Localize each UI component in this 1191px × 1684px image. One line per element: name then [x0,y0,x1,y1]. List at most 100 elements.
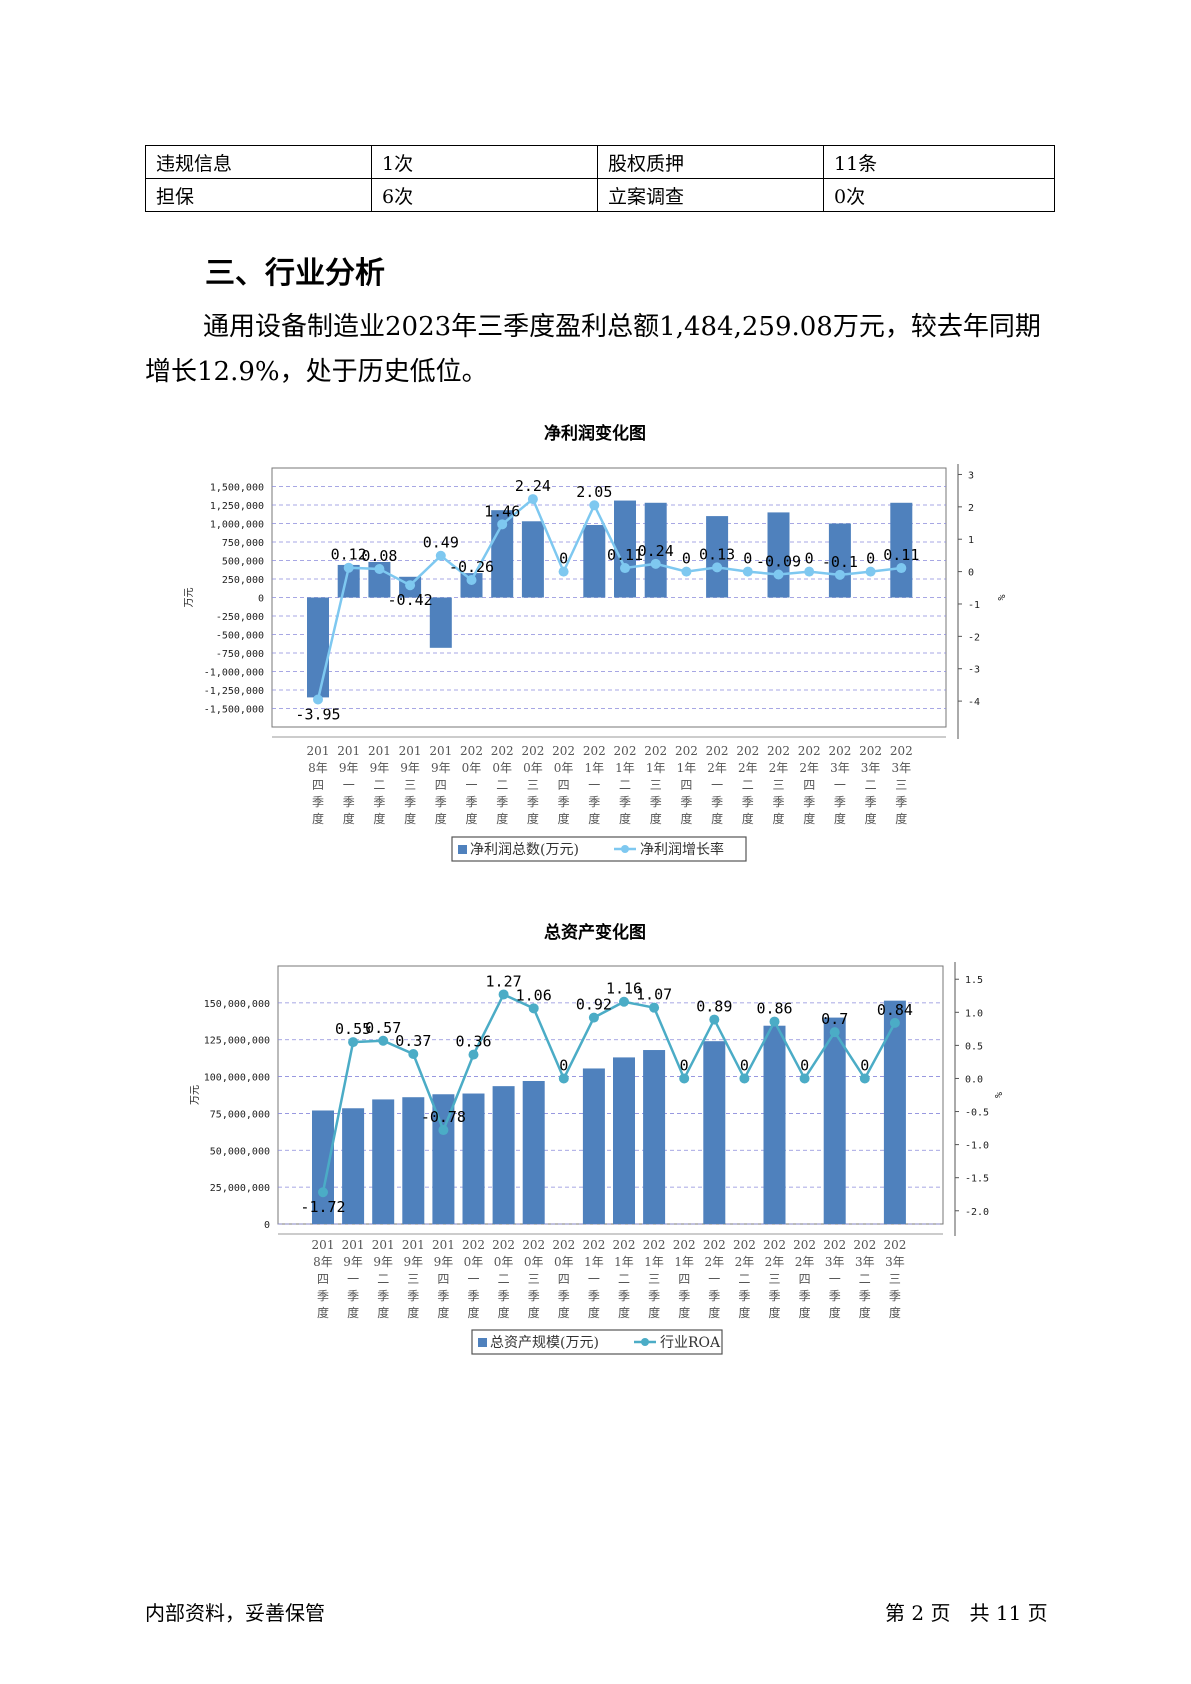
x-tick-label: 202 2年四季度 [793,1238,816,1320]
data-label: 0 [559,550,568,568]
line-point [620,563,630,574]
line-point [498,989,509,1000]
data-label: 0 [860,1056,869,1074]
bar [767,512,790,598]
line-point [468,1049,479,1060]
chart-title: 净利润变化图 [544,423,646,444]
data-label: 0 [680,1056,689,1074]
line-point [374,564,385,575]
line-point [679,1073,690,1084]
line-point [834,569,845,580]
data-label: 1.07 [636,986,672,1004]
legend-bar-swatch [458,845,467,854]
x-tick-label: 202 0年三季度 [521,744,544,826]
data-label: -0.09 [756,553,801,571]
x-tick-label: 201 9年二季度 [368,744,391,826]
bar [643,1050,666,1224]
bar [613,1057,635,1224]
x-tick-label: 201 9年四季度 [429,744,452,826]
y-tick-label: -500,000 [216,631,264,642]
bar [763,1025,786,1224]
y-tick-label: 75,000,000 [210,1109,270,1120]
y-tick-label: 750,000 [222,538,264,549]
line-point [343,562,354,573]
data-label: -0.1 [822,553,858,571]
bar [429,597,452,648]
table-cell: 担保 [145,178,372,212]
y2-tick-label: -0.5 [965,1108,989,1119]
data-label: 0 [743,550,752,568]
data-label: 0 [805,550,814,568]
x-tick-label: 202 1年三季度 [643,1238,666,1320]
line-point [528,1003,539,1014]
legend-label: 净利润增长率 [640,841,724,858]
line-point [712,562,723,573]
data-label: 1.27 [486,972,522,990]
data-label: 0.11 [607,546,643,564]
bar [307,597,329,698]
x-tick-label: 202 1年二季度 [613,1238,636,1320]
bar [402,1097,425,1224]
x-tick-label: 202 0年四季度 [552,1238,575,1320]
data-label: 2.24 [515,477,551,495]
y2-tick-label: 1.0 [965,1008,983,1019]
data-label: 2.05 [576,483,612,501]
y2-tick-label: -1 [968,600,980,611]
x-tick-label: 202 1年二季度 [614,744,637,826]
line-point [865,566,876,577]
line-point [619,996,629,1007]
legend-label: 行业ROA [660,1335,721,1351]
data-label: 0.24 [638,542,674,560]
data-label: -0.26 [449,558,494,576]
section-title: 三、行业分析 [205,256,385,291]
data-label: 0.49 [423,534,459,552]
x-tick-label: 202 3年三季度 [890,744,913,826]
y-axis-label: 万元 [190,1085,201,1105]
line-point [405,580,416,591]
analysis-paragraph: 通用设备制造业2023年三季度盈利总额1,484,259.08万元，较去年同期增… [145,312,1041,387]
data-label: 1.46 [484,502,520,520]
legend: 总资产规模(万元) 行业ROA [471,1329,723,1355]
y-tick-label: 0 [264,1220,270,1231]
line-point [589,500,600,511]
line-point [497,519,508,530]
line-point [435,550,446,561]
y2-tick-label: 0.5 [965,1041,983,1052]
x-tick-label: 201 9年二季度 [372,1238,395,1320]
y-tick-label: 50,000,000 [210,1146,270,1157]
x-tick-label: 202 3年一季度 [828,744,851,826]
y-tick-label: 125,000,000 [204,1036,270,1047]
bar [462,1093,485,1224]
x-tick-label: 202 0年三季度 [522,1238,545,1320]
y-axis-label: 万元 [184,588,195,608]
line-point [318,1187,328,1198]
y2-tick-label: 1.5 [965,975,983,986]
line-point [650,558,661,569]
x-tick-label: 202 2年一季度 [706,744,729,826]
bar [492,1086,515,1224]
table-cell: 0次 [823,178,1055,212]
bar [823,1017,846,1224]
data-label: 1.06 [516,986,552,1004]
y-tick-label: -1,000,000 [204,668,264,679]
y-tick-label: 500,000 [222,557,264,568]
series-line [316,497,902,700]
line-point [649,1002,660,1013]
y-tick-label: 100,000,000 [204,1073,270,1084]
x-tick-label: 201 9年一季度 [342,1238,365,1320]
data-label: 1.16 [606,980,642,998]
x-tick-label: 202 0年一季度 [462,1238,485,1320]
x-tick-label: 202 1年一季度 [582,1238,605,1320]
line-point [896,563,907,574]
line-point [558,1073,569,1084]
line-point [859,1073,870,1084]
legend: 净利润总数(万元) 净利润增长率 [451,836,747,862]
line-point [378,1035,389,1046]
data-label: 0 [800,1056,809,1074]
x-tick-label: 202 2年二季度 [733,1238,756,1320]
bar [342,1108,365,1224]
bar [644,502,667,598]
data-label: 0.92 [576,996,612,1014]
bar [614,500,636,598]
x-tick-label: 202 1年一季度 [583,744,606,826]
